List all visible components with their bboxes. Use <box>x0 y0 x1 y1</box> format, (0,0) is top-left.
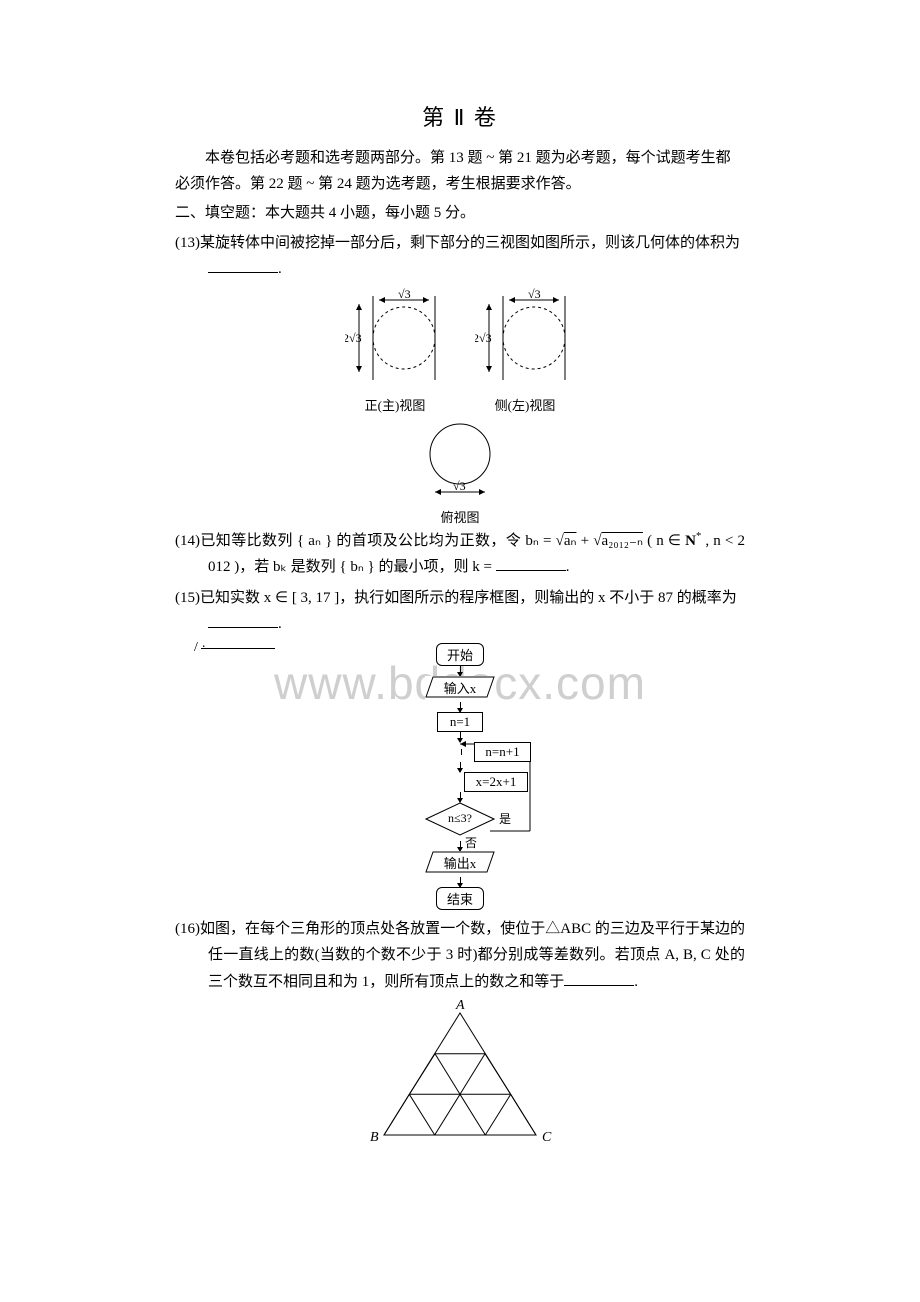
q15-blank <box>208 613 278 628</box>
question-14: (14)已知等比数列 { aₙ } 的首项及公比均为正数，令 bₙ = √aₙ … <box>175 528 745 581</box>
q16-text: 如图，在每个三角形的顶点处各放置一个数，使位于△ABC 的三边及平行于某边的任一… <box>200 921 745 990</box>
q16-blank <box>564 971 634 986</box>
flow-end: 结束 <box>436 887 484 910</box>
q16-triangle-svg: A B C <box>360 999 560 1149</box>
side-view-caption: 侧(左)视图 <box>475 395 575 414</box>
stray-blank <box>201 648 275 649</box>
dim-2sqrt3-front: 2√3 <box>345 331 362 345</box>
q14-an: aₙ <box>564 533 577 549</box>
front-view-caption: 正(主)视图 <box>345 395 445 414</box>
q13-views-row: √3 2√3 正(主)视图 √3 2√3 <box>175 288 745 414</box>
vertex-B: B <box>370 1130 379 1145</box>
flow-start: 开始 <box>436 643 484 666</box>
dim-2sqrt3-side: 2√3 <box>475 331 492 345</box>
page-content: 第 Ⅱ 卷 本卷包括必考题和选考题两部分。第 13 题 ~ 第 21 题为必考题… <box>0 0 920 1154</box>
flow-cond-label: n≤3? <box>425 811 495 826</box>
question-16: (16)如图，在每个三角形的顶点处各放置一个数，使位于△ABC 的三边及平行于某… <box>175 916 745 995</box>
flow-output: 输出x <box>425 851 495 877</box>
q15-text: 已知实数 x ∈ [ 3, 17 ]，执行如图所示的程序框图，则输出的 x 不小… <box>200 590 737 606</box>
q16-figure: A B C <box>175 999 745 1154</box>
q13-num: (13) <box>175 235 200 251</box>
q14-plus: + √ <box>576 533 601 549</box>
q14-num: (14) <box>175 533 200 549</box>
q14-textB: ( n ∈ <box>643 533 685 549</box>
q15-flowchart: 开始 输入x n=1 <box>355 643 565 910</box>
vertex-C: C <box>542 1130 552 1145</box>
front-view-svg: √3 2√3 <box>345 288 445 388</box>
q15-num: (15) <box>175 590 200 606</box>
section-title: 第 Ⅱ 卷 <box>175 100 745 132</box>
flow-no-label: 否 <box>465 834 477 851</box>
section-2-head: 二、填空题：本大题共 4 小题，每小题 5 分。 <box>175 201 745 227</box>
q13-front-view: √3 2√3 正(主)视图 <box>345 288 445 414</box>
side-view-svg: √3 2√3 <box>475 288 575 388</box>
flow-inc: n=n+1 <box>474 742 530 762</box>
flow-input: 输入x <box>425 676 495 702</box>
intro-paragraph: 本卷包括必考题和选考题两部分。第 13 题 ~ 第 21 题为必考题，每个试题考… <box>175 146 745 197</box>
vertex-A: A <box>455 999 465 1013</box>
q14-N: N <box>685 533 696 549</box>
q13-side-view: √3 2√3 侧(左)视图 <box>475 288 575 414</box>
q13-top-row: √3 俯视图 <box>175 420 745 526</box>
top-view-caption: 俯视图 <box>415 507 505 526</box>
q14-a2012n: a₂₀₁₂₋ₙ <box>601 533 642 549</box>
q13-top-view: √3 俯视图 <box>415 420 505 526</box>
q14-blank <box>496 556 566 571</box>
top-view-svg: √3 <box>415 420 505 500</box>
dim-sqrt3-front: √3 <box>398 288 411 301</box>
q14-textA: 已知等比数列 { aₙ } 的首项及公比均为正数，令 bₙ = √ <box>200 533 564 549</box>
q16-num: (16) <box>175 921 200 937</box>
flow-input-label: 输入x <box>425 678 495 697</box>
flow-yes-label: 是 <box>499 810 511 827</box>
dim-sqrt3-top: √3 <box>453 479 466 493</box>
q13-text: 某旋转体中间被挖掉一部分后，剩下部分的三视图如图所示，则该几何体的体积为 <box>200 235 740 251</box>
question-13: (13)某旋转体中间被挖掉一部分后，剩下部分的三视图如图所示，则该几何体的体积为… <box>175 230 745 283</box>
flow-output-label: 输出x <box>425 853 495 872</box>
dim-sqrt3-side: √3 <box>528 288 541 301</box>
question-15: (15)已知实数 x ∈ [ 3, 17 ]，执行如图所示的程序框图，则输出的 … <box>175 585 745 638</box>
flow-step: x=2x+1 <box>464 772 528 792</box>
q13-blank <box>208 258 278 273</box>
flow-init: n=1 <box>437 712 483 732</box>
